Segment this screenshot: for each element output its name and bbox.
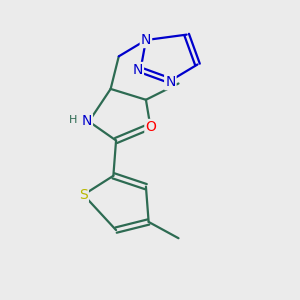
Text: O: O xyxy=(146,120,156,134)
Text: N: N xyxy=(141,33,151,47)
Text: N: N xyxy=(165,75,176,89)
Text: N: N xyxy=(82,115,92,128)
Text: S: S xyxy=(79,188,88,202)
Text: N: N xyxy=(133,63,143,77)
Text: H: H xyxy=(69,115,77,125)
